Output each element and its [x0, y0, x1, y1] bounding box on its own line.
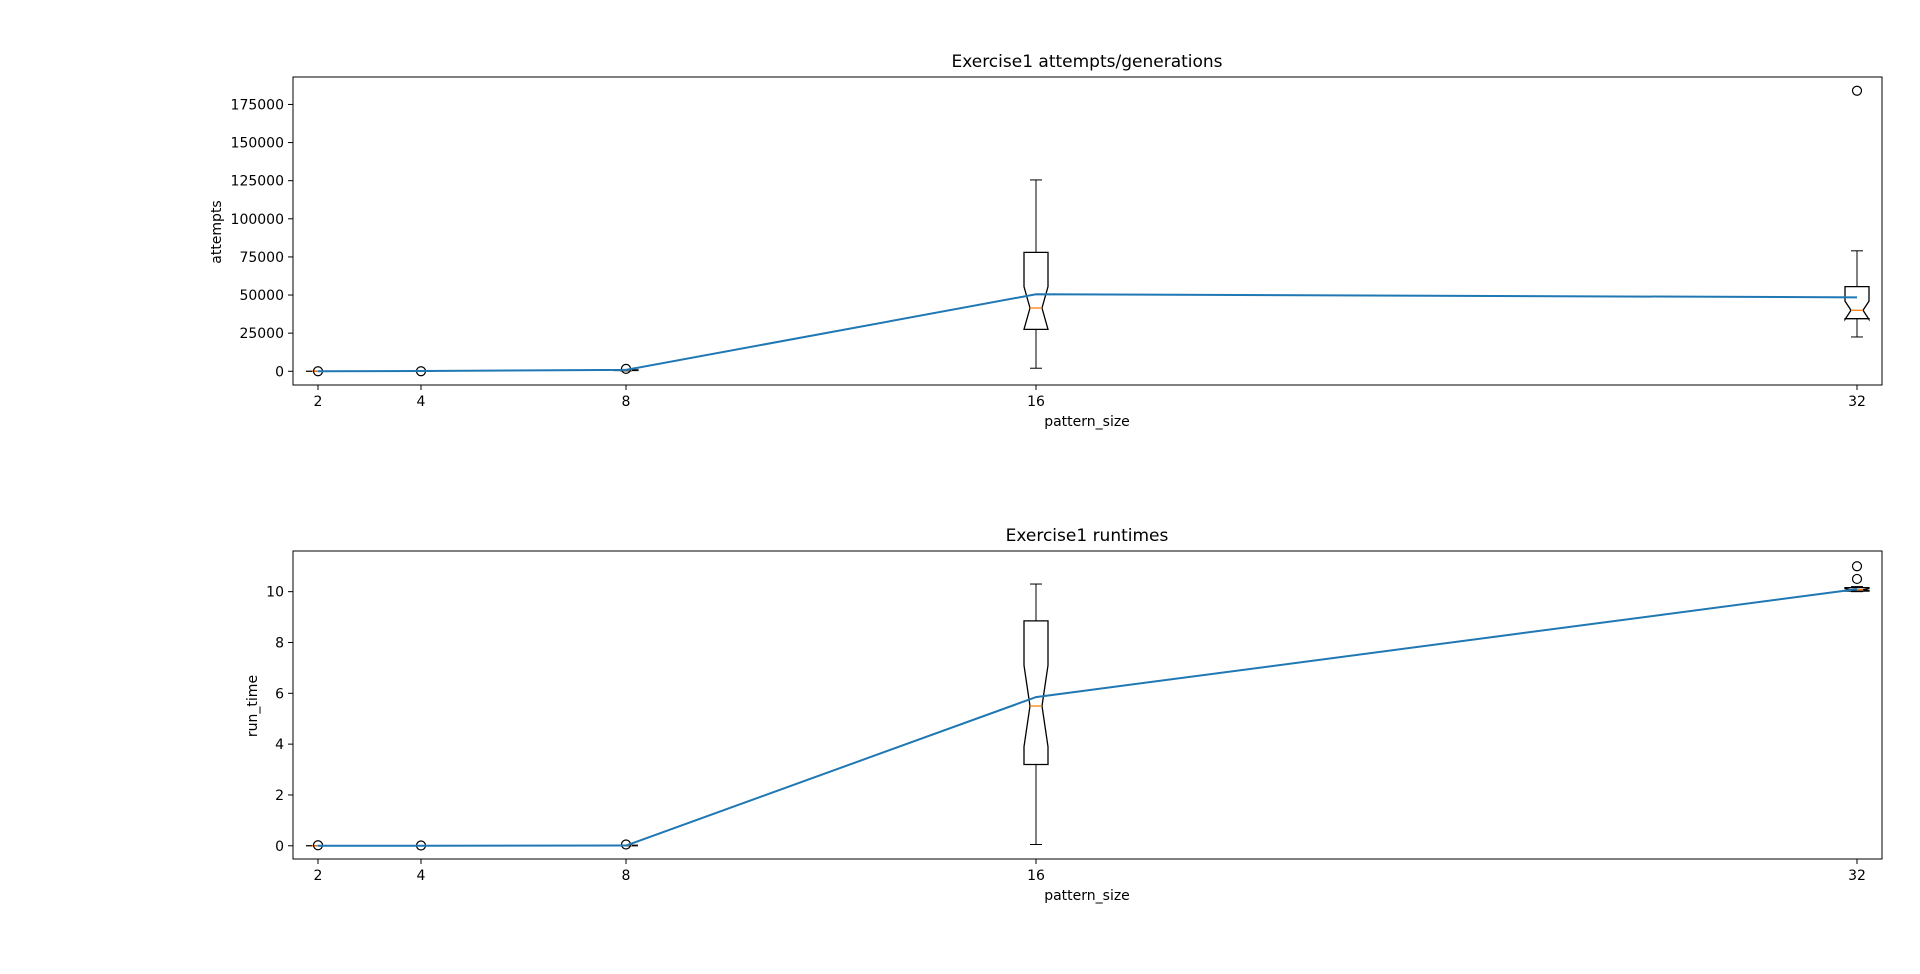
outlier-point: [1851, 573, 1863, 585]
outlier-point: [1851, 561, 1863, 572]
chart-attempts: Exercise1 attempts/generations pattern_s…: [209, 52, 1883, 430]
axes-frame: [292, 76, 1883, 386]
x-tick-label: 32: [1848, 394, 1866, 410]
x-tick-label: 4: [417, 868, 426, 884]
outlier-point: [1851, 85, 1863, 96]
y-tick-label: 150000: [231, 136, 284, 152]
y-tick-label: 0: [275, 839, 284, 855]
x-tick-label: 2: [314, 394, 323, 410]
y-tick-label: 175000: [231, 97, 284, 113]
trend-line: [317, 293, 1858, 373]
x-axis-label: pattern_size: [1044, 414, 1130, 430]
y-axis-label: attempts: [209, 200, 225, 263]
box-plot-32: [1844, 85, 1870, 338]
x-tick-label: 16: [1027, 868, 1045, 884]
plot-area: [306, 561, 1870, 851]
y-tick-group: 0 2 4 6 8 10: [266, 585, 293, 855]
y-tick-label: 10: [266, 585, 284, 601]
box-body: [1023, 620, 1049, 766]
y-axis-label: run_time: [245, 675, 261, 737]
y-tick-label: 0: [275, 364, 284, 380]
x-axis-label: pattern_size: [1044, 888, 1130, 904]
y-tick-label: 25000: [239, 326, 284, 342]
chart-title: Exercise1 attempts/generations: [951, 52, 1222, 72]
box-plot-16: [1023, 583, 1049, 846]
y-tick-label: 2: [275, 788, 284, 804]
x-tick-label: 4: [417, 394, 426, 410]
y-tick-label: 75000: [239, 250, 284, 266]
y-tick-label: 4: [275, 737, 284, 753]
x-tick-group: 2 4 8 16 32: [314, 385, 1866, 410]
y-tick-label: 6: [275, 686, 284, 702]
trend-line: [318, 588, 1858, 847]
chart-title: Exercise1 runtimes: [1006, 526, 1169, 546]
x-tick-label: 32: [1848, 868, 1866, 884]
y-tick-group: 0 25000 50000 75000 100000 125000 150000 175000: [231, 97, 293, 380]
box-body: [1844, 286, 1870, 322]
x-tick-label: 8: [622, 394, 631, 410]
y-tick-label: 100000: [231, 212, 284, 228]
plot-area: [306, 85, 1870, 377]
y-tick-label: 125000: [231, 174, 284, 190]
x-tick-label: 8: [622, 868, 631, 884]
x-tick-label: 16: [1027, 394, 1045, 410]
box-body: [1023, 251, 1049, 330]
x-tick-label: 2: [314, 868, 323, 884]
chart-runtimes: Exercise1 runtimes pattern_size run_time…: [245, 526, 1883, 904]
y-tick-label: 8: [275, 635, 284, 651]
box-plot-16: [1023, 179, 1049, 369]
y-tick-label: 50000: [239, 288, 284, 304]
axes-frame: [292, 550, 1883, 860]
x-tick-group: 2 4 8 16 32: [314, 859, 1866, 884]
